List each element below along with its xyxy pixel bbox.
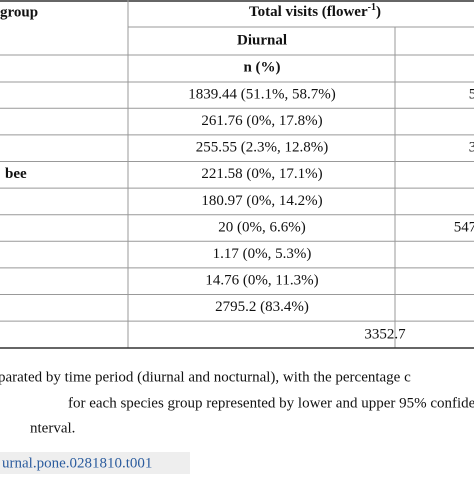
diurnal-value: 221.58 (0%, 17.1%) [201, 166, 322, 182]
header-group: group [0, 4, 38, 20]
diurnal-value: 1.17 (0%, 5.3%) [213, 246, 312, 262]
header-diurnal: Diurnal [237, 32, 287, 48]
header-total: Total visits (flower-1) [249, 2, 381, 20]
diurnal-value: 20 (0%, 6.6%) [218, 219, 305, 235]
diurnal-value: 2795.2 (83.4%) [215, 299, 309, 315]
diurnal-value: 261.76 (0%, 17.8%) [201, 113, 322, 129]
total: 3352.7 [364, 326, 406, 342]
header-sup: -1 [368, 2, 376, 13]
nocturnal-value: 547. [454, 219, 474, 235]
footnote-line: parated by time period (diurnal and noct… [0, 369, 411, 385]
diurnal-value: 180.97 (0%, 14.2%) [201, 193, 322, 209]
footnote-line: for each species group represented by lo… [68, 395, 474, 411]
diurnal-value: 255.55 (2.3%, 12.8%) [196, 140, 328, 156]
footnote-line: nterval. [30, 420, 75, 436]
header-n: n (%) [243, 59, 280, 75]
nocturnal-value: 5. [469, 86, 474, 102]
header-text: Total visits (flower [249, 4, 368, 20]
nocturnal-value: 3. [469, 140, 474, 156]
diurnal-value: 1839.44 (51.1%, 58.7%) [188, 86, 335, 102]
diurnal-value: 14.76 (0%, 11.3%) [205, 273, 318, 289]
doi-box [0, 452, 190, 474]
group-label: bee [5, 166, 27, 182]
doi-link[interactable]: urnal.pone.0281810.t001 [2, 455, 152, 471]
header-end: ) [376, 4, 381, 20]
